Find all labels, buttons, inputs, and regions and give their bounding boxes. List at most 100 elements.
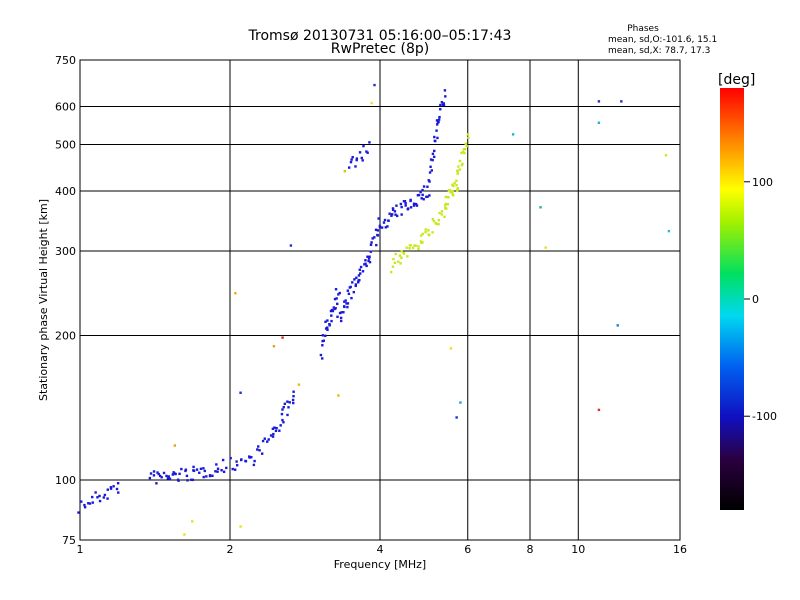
data-point-o-mode [283,402,287,406]
data-point-o-mode [266,440,269,443]
data-point-o-mode [415,204,419,207]
data-point-x-mode [394,252,397,256]
data-point-o-mode [322,339,325,342]
data-point-o-mode [171,473,175,476]
data-point-o-mode [115,487,119,491]
data-point-o-mode [287,406,290,409]
data-point-o-mode [409,206,413,209]
data-point-o-mode [422,198,425,201]
data-point-o-mode [395,214,399,218]
data-point-o-mode [354,165,357,168]
outlier-point [337,394,340,397]
data-point-x-mode [402,252,406,255]
data-point-o-mode [344,299,347,302]
data-point-o-mode [350,158,353,161]
data-point-o-mode [244,460,248,463]
data-point-o-mode [229,456,232,460]
data-point-o-mode [412,202,416,205]
data-point-x-mode [417,247,420,251]
y-tick-label: 100 [55,474,76,487]
data-point-o-mode [321,344,324,347]
data-point-x-mode [427,233,430,236]
data-point-o-mode [355,158,358,162]
data-point-x-mode [456,172,459,175]
data-point-o-mode [103,493,107,497]
data-point-o-mode [96,496,99,499]
data-point-o-mode [292,401,295,405]
data-point-o-mode [116,482,120,485]
data-point-o-mode [192,465,195,469]
data-point-o-mode [404,204,407,207]
data-point-o-mode [330,319,333,323]
data-point-o-mode [358,278,361,282]
data-point-o-mode [202,467,205,470]
outlier-point [272,345,276,348]
data-point-o-mode [421,188,424,192]
data-point-o-mode [358,151,362,154]
outlier-point [191,520,194,523]
data-point-o-mode [435,123,439,126]
data-point-o-mode [252,463,256,467]
data-point-o-mode [281,408,284,411]
data-point-o-mode [152,470,156,473]
data-point-x-mode [462,150,465,154]
data-point-o-mode [172,471,175,474]
grid-lines [79,60,680,540]
data-point-o-mode [347,292,351,296]
data-point-o-mode [364,259,367,262]
data-point-o-mode [364,262,367,266]
data-point-o-mode [253,459,256,463]
data-point-o-mode [203,469,206,473]
data-point-o-mode [444,95,447,98]
outlier-point [667,229,671,233]
data-point-x-mode [445,207,448,210]
data-point-o-mode [391,208,395,212]
data-point-o-mode [225,466,228,470]
data-point-x-mode [466,133,470,136]
data-point-o-mode [91,501,94,504]
data-point-o-mode [351,155,354,159]
data-point-o-mode [162,471,166,475]
data-point-o-mode [431,158,434,162]
data-point-o-mode [430,169,433,172]
data-point-x-mode [453,181,456,185]
data-point-o-mode [165,474,168,478]
data-point-o-mode [178,472,181,476]
data-point-o-mode [83,503,86,507]
data-point-o-mode [399,202,403,206]
data-point-o-mode [438,115,441,119]
data-point-o-mode [211,474,214,478]
data-point-o-mode [355,276,358,280]
colorbar-tick-label: 0 [752,293,759,306]
data-point-o-mode [160,476,163,479]
data-point-o-mode [442,103,446,107]
data-point-o-mode [205,475,208,478]
data-point-x-mode [455,183,458,187]
data-point-o-mode [258,449,261,452]
data-point-o-mode [271,427,275,431]
data-point-o-mode [274,429,278,433]
data-point-o-mode [346,305,349,309]
data-point-o-mode [340,311,343,314]
x-tick-label: 16 [673,543,687,556]
data-point-o-mode [235,460,238,463]
data-point-o-mode [409,198,412,202]
colorbar-tick-label: 100 [752,176,773,189]
data-point-x-mode [458,159,462,163]
data-point-o-mode [261,439,265,443]
data-point-o-mode [102,496,106,499]
data-point-o-mode [360,156,363,160]
data-point-x-mode [443,204,447,207]
outlier-point [449,347,453,350]
data-point-x-mode [389,270,393,274]
y-tick-label: 200 [55,330,76,343]
data-point-o-mode [435,129,438,132]
data-point-x-mode [447,196,450,199]
data-point-o-mode [195,468,199,471]
data-point-o-mode [257,445,260,448]
data-point-x-mode [451,192,454,196]
data-point-o-mode [87,502,90,505]
data-point-x-mode [431,217,435,221]
data-point-x-mode [419,240,423,243]
colorbar-label: [deg] [718,72,755,88]
